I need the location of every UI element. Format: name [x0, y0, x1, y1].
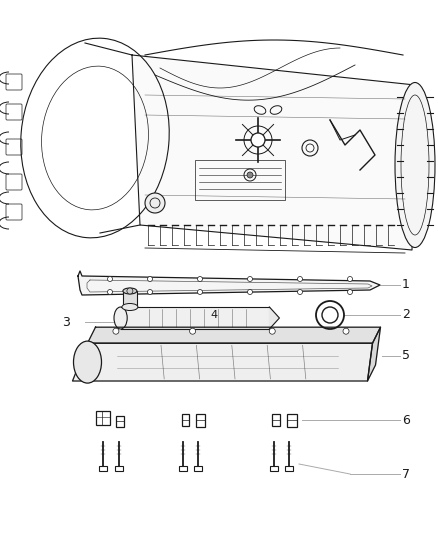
Bar: [195, 160, 285, 200]
Ellipse shape: [123, 288, 137, 294]
Bar: [96, 411, 110, 425]
Circle shape: [297, 289, 303, 295]
Circle shape: [107, 277, 113, 281]
Circle shape: [316, 301, 344, 329]
Circle shape: [148, 277, 152, 281]
Circle shape: [322, 307, 338, 323]
Ellipse shape: [114, 307, 127, 329]
Bar: [115, 466, 123, 471]
Circle shape: [198, 277, 202, 281]
Circle shape: [107, 289, 113, 295]
Bar: [181, 414, 188, 426]
Text: 6: 6: [402, 414, 410, 426]
Circle shape: [347, 289, 353, 295]
Circle shape: [127, 288, 133, 294]
Polygon shape: [132, 55, 415, 250]
Ellipse shape: [122, 303, 138, 311]
Circle shape: [247, 289, 252, 295]
Circle shape: [198, 289, 202, 295]
Polygon shape: [269, 307, 279, 329]
Bar: [195, 414, 205, 426]
Bar: [123, 291, 137, 307]
Circle shape: [148, 289, 152, 295]
Circle shape: [145, 193, 165, 213]
Polygon shape: [78, 271, 380, 295]
Circle shape: [297, 277, 303, 281]
Ellipse shape: [74, 341, 102, 383]
Bar: [285, 466, 293, 471]
Bar: [272, 414, 280, 426]
Circle shape: [113, 328, 119, 334]
Bar: [99, 466, 107, 471]
Circle shape: [251, 133, 265, 147]
Circle shape: [190, 328, 196, 334]
Text: 7: 7: [402, 467, 410, 481]
Text: 4: 4: [210, 310, 217, 320]
Bar: [116, 416, 124, 426]
Bar: [120, 307, 269, 329]
Ellipse shape: [395, 83, 435, 247]
Text: 5: 5: [402, 349, 410, 362]
Text: 3: 3: [62, 316, 70, 328]
Bar: [179, 466, 187, 471]
Text: 2: 2: [402, 309, 410, 321]
Bar: [287, 414, 297, 426]
Bar: [194, 466, 202, 471]
Circle shape: [269, 328, 275, 334]
Circle shape: [247, 277, 252, 281]
Bar: [270, 466, 278, 471]
Polygon shape: [367, 327, 381, 381]
Text: 1: 1: [402, 279, 410, 292]
Circle shape: [247, 172, 253, 178]
Circle shape: [347, 277, 353, 281]
Circle shape: [343, 328, 349, 334]
Polygon shape: [73, 343, 372, 381]
Polygon shape: [88, 327, 381, 343]
